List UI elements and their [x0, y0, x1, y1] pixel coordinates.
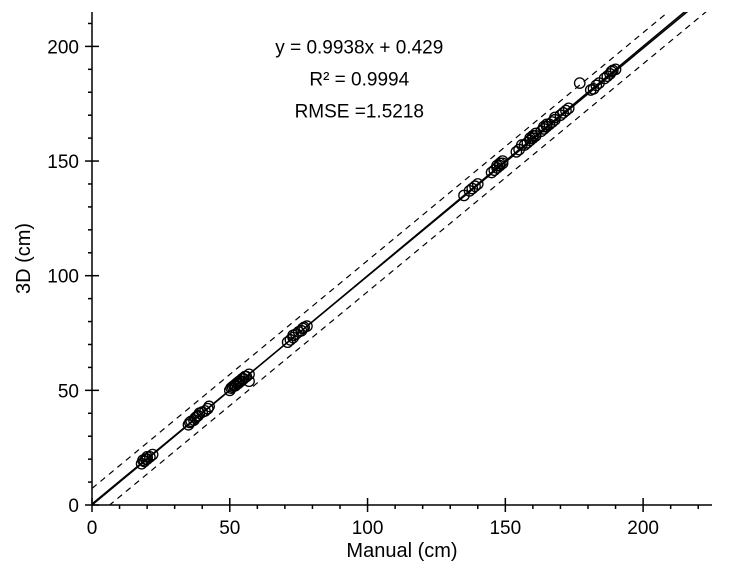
y-tick-label: 100	[47, 267, 79, 288]
x-tick-label: 100	[352, 518, 384, 539]
chart-svg: 0 50 100 150 200 0 50 100 150 200 Manual (cm) 3D (c…	[0, 0, 734, 579]
regression-scatter-chart: 0 50 100 150 200 0 50 100 150 200 Manual (cm) 3D (c…	[0, 0, 734, 579]
x-tick-label: 50	[219, 518, 240, 539]
y-tick-label: 200	[47, 37, 79, 58]
annotation-line: RMSE =1.5218	[295, 101, 424, 122]
x-axis-title: Manual (cm)	[346, 540, 457, 562]
annotation-line: R² = 0.9994	[309, 69, 409, 90]
x-tick-label: 150	[489, 518, 521, 539]
y-tick-label: 0	[68, 496, 79, 517]
x-tick-label: 200	[627, 518, 659, 539]
y-tick-label: 150	[47, 152, 79, 173]
y-tick-label: 50	[58, 381, 79, 402]
y-axis-title: 3D (cm)	[13, 223, 35, 294]
x-tick-label: 0	[87, 518, 98, 539]
annotation-line: y = 0.9938x + 0.429	[275, 37, 443, 58]
